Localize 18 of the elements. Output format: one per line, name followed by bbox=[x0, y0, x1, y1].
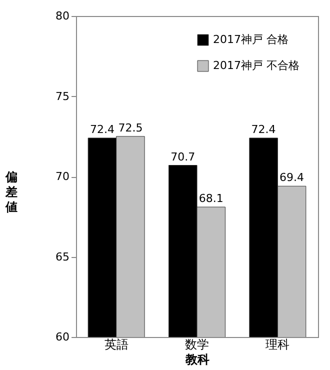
x-axis-title: 教科 bbox=[184, 352, 210, 366]
x-tick-label: 数学 bbox=[185, 338, 209, 352]
data-label: 72.4 bbox=[90, 122, 114, 136]
y-tick-label: 75 bbox=[56, 90, 70, 103]
y-axis-title: 偏差値 bbox=[4, 170, 18, 214]
x-tick-label: 英語 bbox=[104, 338, 128, 352]
x-tick-label: 理科 bbox=[266, 338, 290, 352]
y-tick-label: 60 bbox=[56, 330, 70, 344]
data-label: 70.7 bbox=[170, 150, 196, 164]
data-label: 72.4 bbox=[251, 122, 276, 136]
data-label: 68.1 bbox=[198, 192, 224, 205]
y-tick-label: 80 bbox=[56, 10, 70, 22]
legend-label: 2017神戸 合格 bbox=[213, 33, 288, 46]
data-label: 69.4 bbox=[280, 171, 304, 184]
y-tick-label: 65 bbox=[56, 250, 70, 264]
y-tick-label: 70 bbox=[56, 170, 70, 183]
data-label: 72.5 bbox=[118, 121, 143, 134]
legend-label: 2017神戸 不合格 bbox=[213, 59, 300, 72]
